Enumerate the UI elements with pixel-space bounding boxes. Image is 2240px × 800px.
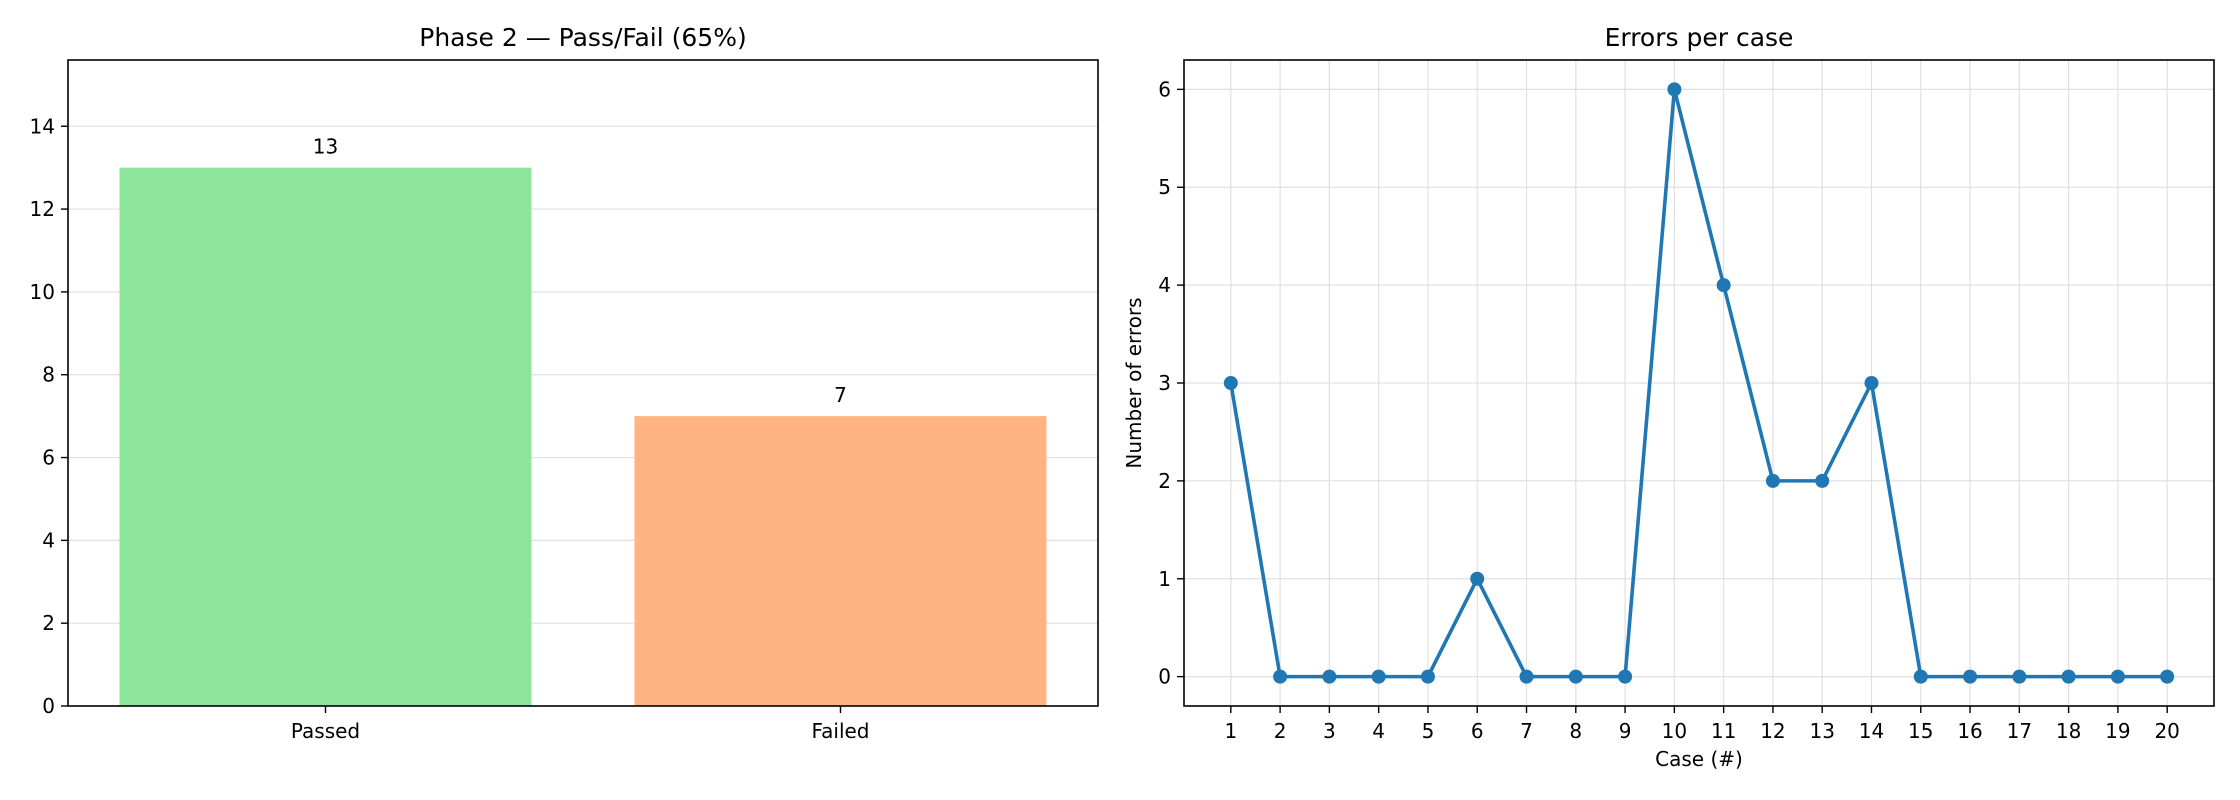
bar-labels: 13 7: [313, 135, 847, 407]
y-tick-label: 8: [42, 363, 55, 387]
y-tick-label: 0: [42, 694, 55, 718]
data-point: [1815, 473, 1830, 488]
x-tick-label: 6: [1471, 719, 1484, 743]
x-tick-label: 11: [1711, 719, 1736, 743]
data-point: [1667, 82, 1682, 97]
y-axis: 0 2 4 6 8 10 12 14: [30, 114, 68, 718]
data-point: [1963, 669, 1978, 684]
data-point: [1913, 669, 1928, 684]
y-tick-label: 3: [1158, 371, 1171, 395]
x-axis-label: Case (#): [1655, 747, 1743, 771]
series-points: [1223, 82, 2175, 684]
data-point: [2110, 669, 2125, 684]
bars: [119, 167, 1047, 706]
bar-value-label: 7: [834, 383, 847, 407]
x-tick-label: 10: [1662, 719, 1687, 743]
y-axis-label: Number of errors: [1122, 297, 1146, 468]
x-axis: Passed Failed: [291, 706, 870, 743]
y-tick-label: 4: [42, 528, 55, 552]
data-point: [1765, 473, 1780, 488]
chart-title: Phase 2 — Pass/Fail (65%): [419, 23, 746, 52]
x-tick-label: 20: [2154, 719, 2179, 743]
data-point: [1371, 669, 1386, 684]
data-point: [1470, 571, 1485, 586]
x-tick-label: 16: [1957, 719, 1982, 743]
y-tick-label: 12: [30, 197, 55, 221]
data-point: [1420, 669, 1435, 684]
data-point: [1223, 376, 1238, 390]
data-point: [2061, 669, 2076, 684]
x-tick-label: 14: [1859, 719, 1884, 743]
pass-fail-chart: Phase 2 — Pass/Fail (65%) 13 7 0 2 4 6 8 10 12 1…: [30, 23, 1099, 743]
y-tick-label: 5: [1158, 175, 1171, 199]
data-point: [2012, 669, 2027, 684]
x-tick-label: 5: [1422, 719, 1435, 743]
y-tick-label: 1: [1158, 567, 1171, 591]
data-point: [1519, 669, 1534, 684]
x-tick-label: Failed: [811, 719, 869, 743]
y-axis: 0 1 2 3 4 5 6: [1158, 77, 1184, 689]
x-tick-label: 8: [1569, 719, 1582, 743]
y-tick-label: 2: [1158, 469, 1171, 493]
y-tick-label: 4: [1158, 273, 1171, 297]
y-tick-label: 6: [42, 446, 55, 470]
x-tick-label: 19: [2105, 719, 2130, 743]
data-point: [1568, 669, 1583, 684]
x-tick-label: 2: [1274, 719, 1287, 743]
x-tick-label: 9: [1619, 719, 1632, 743]
y-tick-label: 14: [30, 114, 55, 138]
data-point: [2160, 669, 2175, 684]
x-tick-label: 18: [2056, 719, 2081, 743]
x-axis: 1 2 3 4 5 6 7 8 9 10 11 12 13 14 15 16 17 18 19 20: [1224, 706, 2180, 743]
x-tick-label: 13: [1809, 719, 1834, 743]
y-tick-label: 6: [1158, 77, 1171, 101]
x-tick-label: 7: [1520, 719, 1533, 743]
x-tick-label: 1: [1224, 719, 1237, 743]
x-tick-label: 17: [2007, 719, 2032, 743]
data-point: [1273, 669, 1288, 684]
bar-value-label: 13: [313, 135, 338, 159]
bar-failed: [634, 416, 1047, 706]
data-point: [1716, 278, 1731, 293]
grid: [1184, 60, 2214, 706]
bar-passed: [119, 167, 532, 706]
errors-line: [1229, 87, 2168, 679]
x-tick-label: Passed: [291, 719, 360, 743]
y-tick-label: 10: [30, 280, 55, 304]
x-tick-label: 15: [1908, 719, 1933, 743]
plot-frame: [67, 59, 1099, 707]
data-point: [1618, 669, 1633, 684]
x-tick-label: 12: [1760, 719, 1785, 743]
chart-title: Errors per case: [1605, 23, 1794, 52]
x-tick-label: 3: [1323, 719, 1336, 743]
plot-frame: [1183, 59, 2215, 707]
data-point: [1864, 376, 1879, 390]
y-tick-label: 2: [42, 611, 55, 635]
series-line: [1229, 87, 2168, 679]
x-tick-label: 4: [1372, 719, 1385, 743]
data-point: [1322, 669, 1337, 684]
y-tick-label: 0: [1158, 665, 1171, 689]
